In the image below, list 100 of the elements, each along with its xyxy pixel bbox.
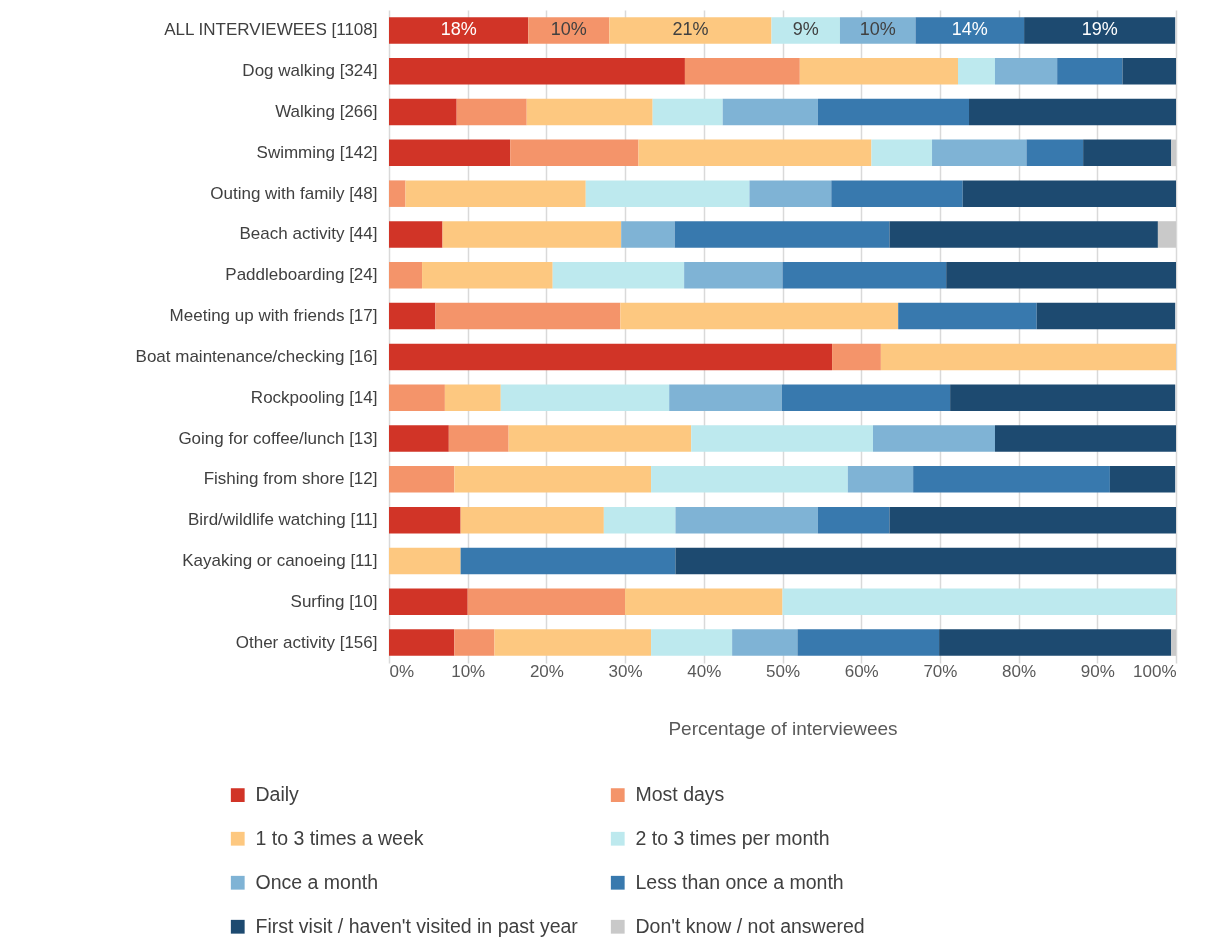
bar [871,139,933,167]
bar [444,384,501,411]
bar [389,588,468,616]
bar [389,343,833,371]
y-tick-label: Kayaking or canoeing [11] [182,550,378,570]
bar [500,384,670,411]
bar [898,302,1037,330]
bar [389,221,443,248]
bar [389,57,685,85]
y-tick-label: Meeting up with friends [17] [169,306,378,326]
bar [962,180,1176,207]
bar [625,588,783,616]
bar [389,629,455,656]
bar [585,180,750,207]
bar [1109,466,1176,493]
bar [389,425,449,452]
bar [638,139,872,167]
bar [435,302,621,330]
bar [389,506,461,534]
bar [454,466,652,493]
bar [652,98,723,126]
bar [913,466,1110,493]
bar [771,17,840,44]
data-label: 18% [440,19,477,40]
y-tick-label: Dog walking [324] [242,61,378,81]
data-label: 19% [1081,19,1118,40]
bar [456,98,527,126]
bar [389,262,423,289]
bar [1171,629,1176,656]
bar [1122,57,1176,85]
x-tick-label: 10% [451,661,486,681]
bar [526,98,653,126]
y-tick-label: Surfing [10] [290,591,378,611]
bar [932,139,1027,167]
bar [674,221,890,248]
bar [552,262,685,289]
x-tick-label: 100% [1133,661,1177,681]
bar [832,343,881,371]
y-tick-label: Rockpooling [14] [250,387,378,407]
y-tick-label: Swimming [142] [256,142,378,162]
bar [781,384,951,411]
bar [389,466,455,493]
legend-label: 1 to 3 times a week [255,826,424,849]
bar [684,57,800,85]
bar [732,629,798,656]
bar [467,588,626,616]
bar [603,506,676,534]
bar [939,629,1172,656]
bar [510,139,639,167]
bar [448,425,509,452]
bar [460,506,604,534]
bar [389,547,461,575]
bar [389,302,436,330]
bar [1036,302,1176,330]
bar [994,57,1058,85]
bar [749,180,832,207]
x-tick-label: 20% [529,661,564,681]
bar [817,506,890,534]
bar [817,98,970,126]
bar [389,384,445,411]
x-tick-label: 60% [844,661,879,681]
y-tick-label: Beach activity [44] [239,224,378,244]
bar [969,98,1176,126]
bar [621,221,675,248]
bar [1083,139,1172,167]
data-label: 10% [859,19,896,40]
y-tick-label: Other activity [156] [235,632,378,652]
legend-label: Don't know / not answered [635,914,865,937]
bar [1057,57,1123,85]
x-tick-label: 70% [923,661,958,681]
bar [782,262,947,289]
bar [797,629,940,656]
bar [958,57,995,85]
bar [389,17,529,44]
legend-label: 2 to 3 times per month [635,826,830,849]
y-tick-label: Paddleboarding [24] [225,265,378,285]
bar [460,547,676,575]
bar [669,384,782,411]
bar [675,547,1176,575]
legend-label: First visit / haven't visited in past year [255,914,579,937]
y-tick-label: Walking [266] [275,102,378,122]
legend-label: Once a month [255,870,378,893]
y-tick-label: Bird/wildlife watching [11] [187,510,378,530]
legend-label: Most days [635,783,725,806]
x-tick-label: 90% [1080,661,1115,681]
y-tick-label: Boat maintenance/checking [16] [135,346,378,366]
bar [799,57,958,85]
bar [1024,17,1176,44]
bar [889,221,1158,248]
x-tick-label: 50% [765,661,801,681]
bar [1157,221,1176,248]
bar [1026,139,1084,167]
bar [620,302,899,330]
bar [950,384,1176,411]
bar [847,466,914,493]
bar [454,629,495,656]
bar [915,17,1025,44]
bar [873,425,995,452]
bar [946,262,1176,289]
x-tick-label: 30% [608,661,643,681]
